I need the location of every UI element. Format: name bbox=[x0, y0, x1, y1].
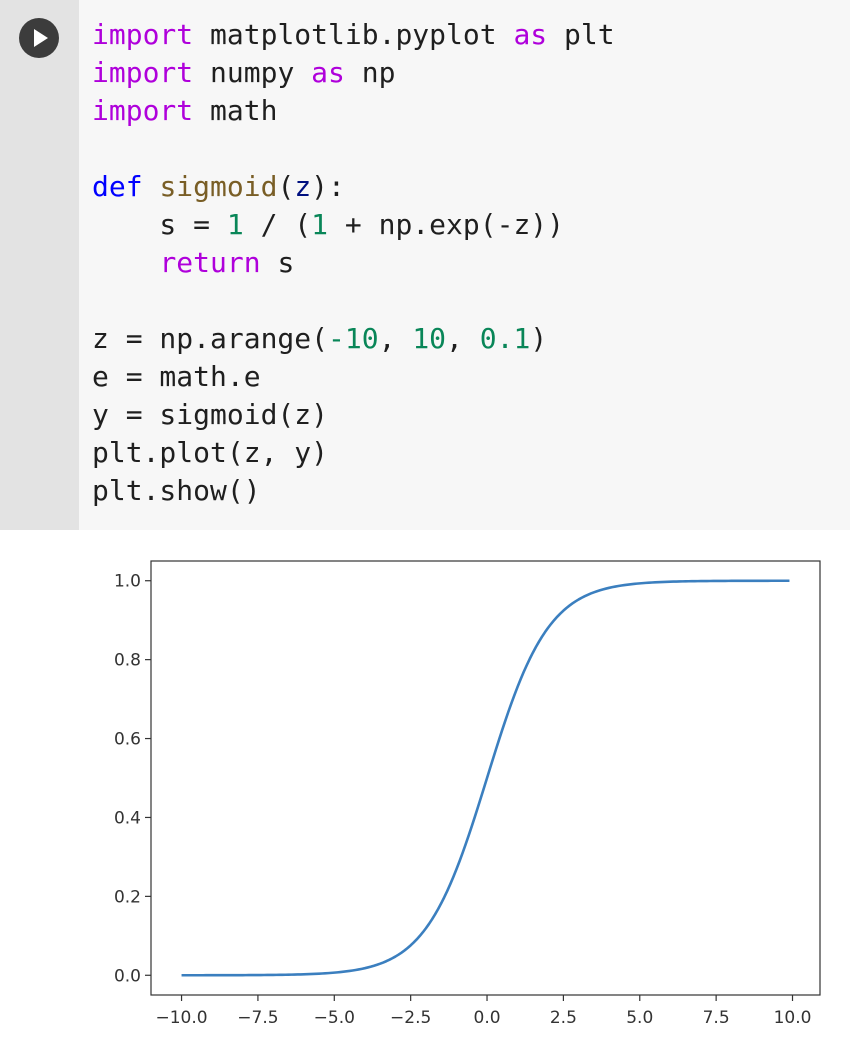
code-line: s = 1 / (1 + np.exp(-z)) bbox=[92, 206, 615, 244]
code-token: ( bbox=[277, 170, 295, 203]
y-tick-label: 0.8 bbox=[114, 651, 141, 671]
code-line: return s bbox=[92, 244, 615, 282]
code-token: as bbox=[311, 56, 345, 89]
code-token: z = np.arange( bbox=[92, 322, 329, 355]
code-token: 1 bbox=[226, 208, 244, 241]
code-line: plt.show() bbox=[92, 472, 615, 510]
code-token: ): bbox=[311, 170, 345, 203]
code-token: e = math.e bbox=[92, 360, 261, 393]
x-tick-label: 5.0 bbox=[626, 1008, 653, 1028]
x-tick-label: −2.5 bbox=[390, 1008, 431, 1028]
code-token: s bbox=[260, 246, 295, 279]
x-tick-label: −10.0 bbox=[155, 1008, 207, 1028]
code-token: plt bbox=[547, 18, 615, 51]
code-token: def bbox=[92, 170, 143, 203]
code-token: 1 bbox=[311, 208, 329, 241]
code-token: math bbox=[193, 94, 278, 127]
code-line: plt.plot(z, y) bbox=[92, 434, 615, 472]
code-token: -10 bbox=[328, 322, 379, 355]
x-tick-label: 7.5 bbox=[703, 1008, 730, 1028]
play-icon bbox=[34, 29, 48, 47]
code-token: z bbox=[294, 170, 312, 203]
code-token: matplotlib.pyplot bbox=[193, 18, 514, 51]
code-token bbox=[143, 170, 160, 203]
sigmoid-line bbox=[181, 579, 790, 977]
code-token: y = sigmoid(z) bbox=[92, 398, 329, 431]
code-cell[interactable]: import matplotlib.pyplot as plt import nu… bbox=[0, 0, 850, 530]
code-token: np bbox=[344, 56, 396, 89]
y-tick-label: 0.0 bbox=[114, 966, 141, 986]
x-tick-label: 10.0 bbox=[774, 1008, 812, 1028]
code-line bbox=[92, 282, 615, 320]
code-token: 10 bbox=[412, 322, 447, 355]
code-token: numpy bbox=[193, 56, 312, 89]
run-cell-button[interactable] bbox=[19, 18, 59, 58]
cell-output: −10.0 −7.5 −5.0 −2.5 0.0 2.5 5.0 7.5 10.0 0.0 0.2 0… bbox=[0, 530, 850, 1051]
code-token: sigmoid bbox=[159, 170, 278, 203]
code-line: import math bbox=[92, 92, 615, 130]
cell-gutter bbox=[0, 0, 79, 530]
plot-frame bbox=[150, 560, 821, 996]
code-token: import bbox=[92, 94, 194, 127]
code-token: import bbox=[92, 18, 194, 51]
code-token: plt.show() bbox=[92, 474, 261, 507]
code-line: z = np.arange(-10, 10, 0.1) bbox=[92, 320, 615, 358]
x-tick-label: −7.5 bbox=[237, 1008, 278, 1028]
code-editor[interactable]: import matplotlib.pyplot as plt import nu… bbox=[92, 16, 615, 510]
code-token bbox=[92, 246, 159, 279]
code-token: import bbox=[92, 56, 194, 89]
code-line: y = sigmoid(z) bbox=[92, 396, 615, 434]
x-tick-label: 2.5 bbox=[550, 1008, 577, 1028]
code-token: / ( bbox=[243, 208, 312, 241]
code-token: ) bbox=[530, 322, 548, 355]
y-tick-label: 1.0 bbox=[114, 572, 141, 592]
y-tick-label: 0.2 bbox=[114, 887, 141, 907]
sigmoid-plot: −10.0 −7.5 −5.0 −2.5 0.0 2.5 5.0 7.5 10.0 0.0 0.2 0… bbox=[114, 560, 821, 1028]
code-token: + np.exp(-z)) bbox=[328, 208, 565, 241]
code-line: def sigmoid(z): bbox=[92, 168, 615, 206]
code-line: import matplotlib.pyplot as plt bbox=[92, 16, 615, 54]
code-line bbox=[92, 130, 615, 168]
code-token: 0.1 bbox=[479, 322, 531, 355]
code-token: as bbox=[513, 18, 548, 51]
y-tick-label: 0.6 bbox=[114, 730, 141, 750]
x-tick-label: 0.0 bbox=[474, 1008, 501, 1028]
code-token: s = bbox=[92, 208, 227, 241]
y-tick-label: 0.4 bbox=[114, 808, 141, 828]
code-line: import numpy as np bbox=[92, 54, 615, 92]
code-token: , bbox=[446, 322, 480, 355]
code-token: return bbox=[159, 246, 261, 279]
code-token: plt.plot(z, y) bbox=[92, 436, 329, 469]
x-tick-label: −5.0 bbox=[314, 1008, 355, 1028]
code-token: , bbox=[378, 322, 413, 355]
code-line: e = math.e bbox=[92, 358, 615, 396]
